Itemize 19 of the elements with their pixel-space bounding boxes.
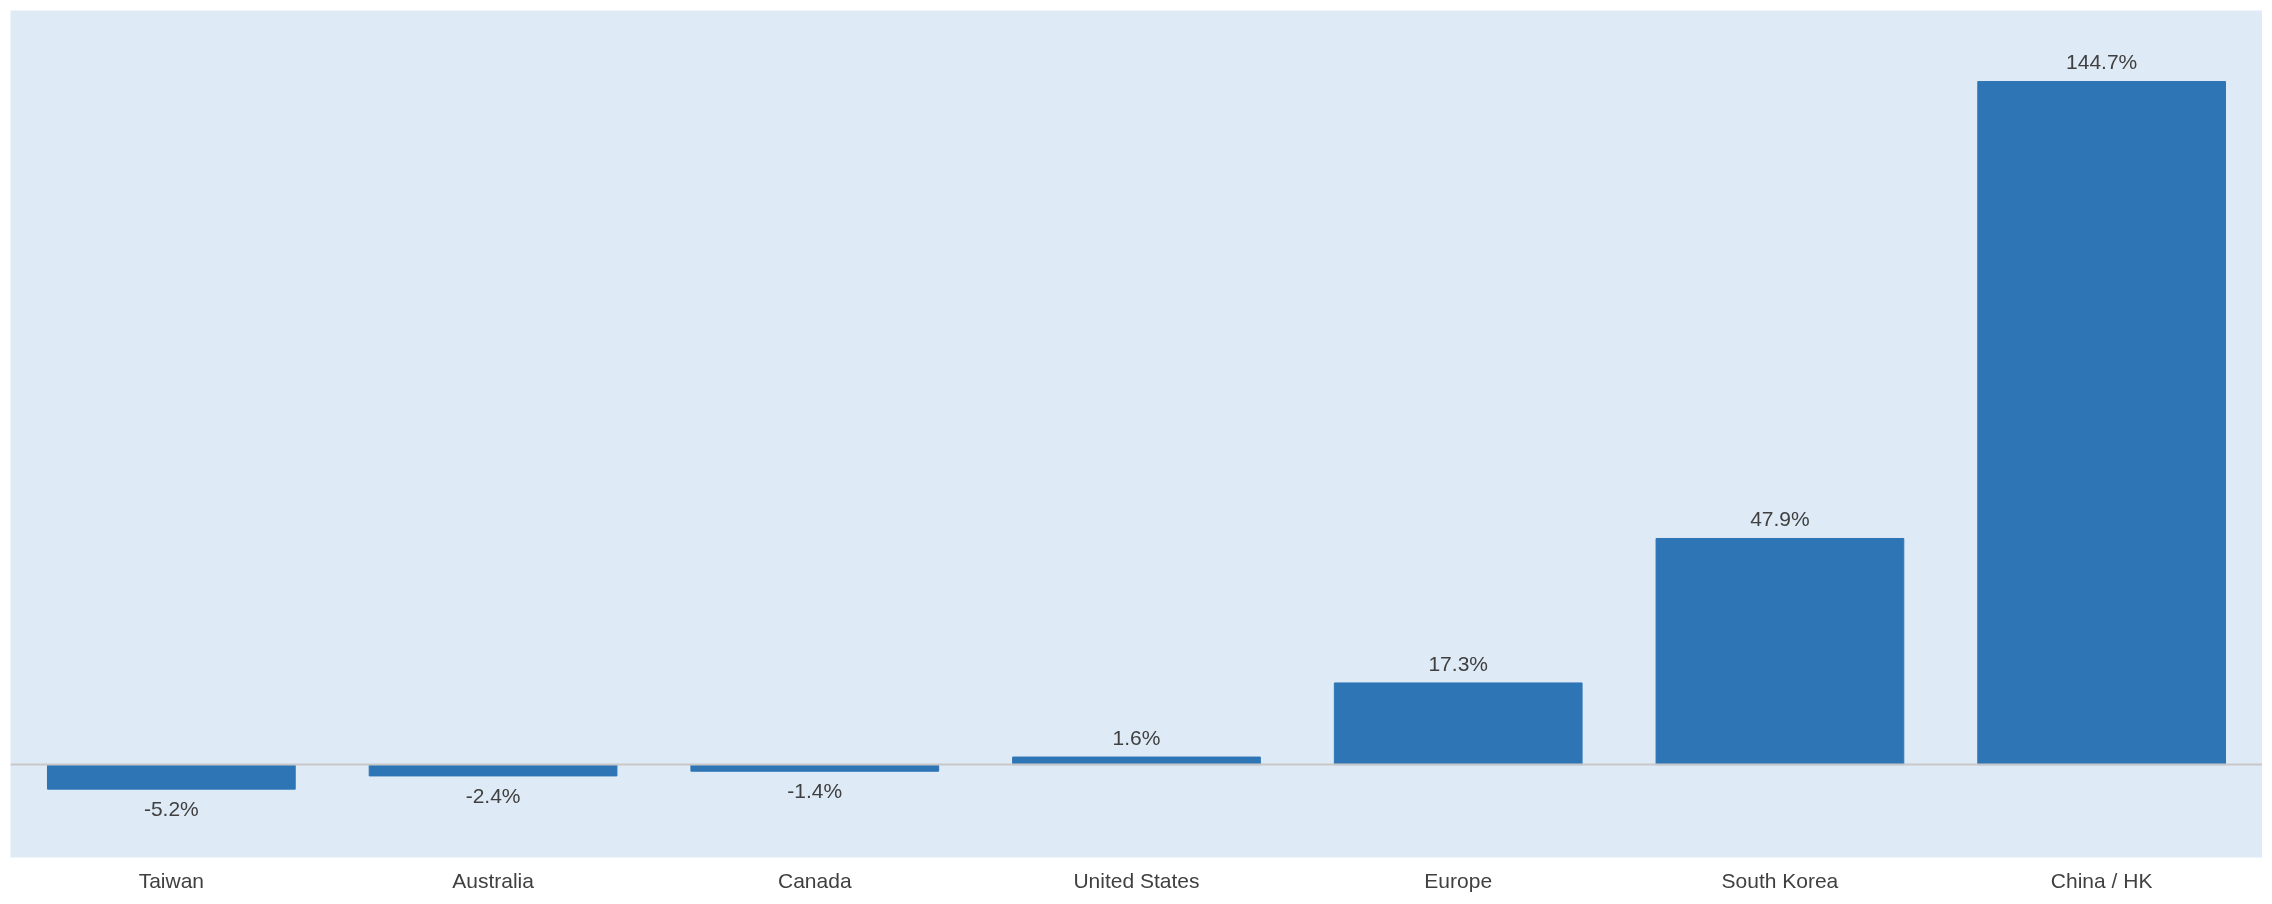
data-label: -2.4% <box>465 784 521 808</box>
data-label: 1.6% <box>1112 725 1161 749</box>
x-tick-label: Canada <box>778 868 852 892</box>
data-label: 17.3% <box>1428 651 1488 675</box>
x-tick-label: Australia <box>452 868 535 892</box>
data-label: -5.2% <box>143 797 199 821</box>
bar <box>1977 81 2226 766</box>
x-tick-label: China / HK <box>2050 868 2153 892</box>
data-label: 47.9% <box>1750 507 1810 531</box>
data-label: 144.7% <box>2066 50 2138 74</box>
x-tick-label: South Korea <box>1721 868 1839 892</box>
bar <box>1655 537 1905 766</box>
bar <box>1333 682 1583 766</box>
x-tick-label: Europe <box>1424 868 1493 892</box>
data-label: -1.4% <box>787 779 843 803</box>
x-tick-label: Taiwan <box>138 868 205 892</box>
bar <box>47 764 296 790</box>
x-tick-label: United States <box>1073 868 1200 892</box>
bar <box>1012 756 1261 766</box>
